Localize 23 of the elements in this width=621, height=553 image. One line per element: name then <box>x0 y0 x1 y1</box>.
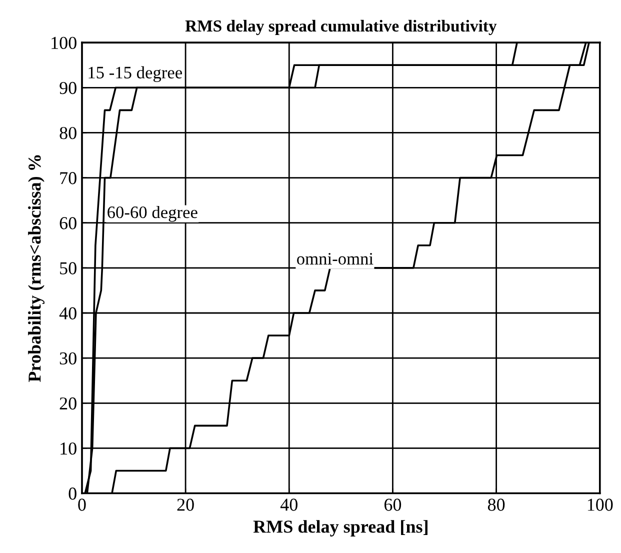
y-tick-label: 80 <box>60 126 76 140</box>
x-tick-label: 60 <box>384 498 402 511</box>
y-tick-label: 60 <box>60 217 76 230</box>
x-axis-title: RMS delay spread [ns] <box>253 520 428 536</box>
y-tick-label: 100 <box>52 36 76 50</box>
series-label: omni-omni <box>297 252 374 265</box>
y-tick-label: 0 <box>68 488 76 500</box>
y-tick-label: 70 <box>60 172 76 184</box>
y-tick-label: 90 <box>60 82 76 94</box>
y-tick-label: 20 <box>60 397 76 410</box>
x-tick-label: 100 <box>588 498 613 511</box>
y-tick-label: 50 <box>60 262 76 274</box>
y-axis-title: Probability (rms<abscissa) % <box>28 155 44 382</box>
chart-title: RMS delay spread cumulative distributivity <box>185 20 497 36</box>
x-tick-label: 20 <box>177 498 194 511</box>
x-tick-label: 80 <box>488 498 505 511</box>
y-tick-label: 30 <box>60 352 76 365</box>
x-tick-label: 40 <box>280 498 298 511</box>
y-tick-label: 10 <box>60 442 76 455</box>
x-tick-label: 0 <box>78 498 86 511</box>
y-tick-label: 40 <box>59 307 76 320</box>
series-label: 60-60 degree <box>108 206 198 222</box>
series-label: 15 -15 degree <box>88 66 182 82</box>
